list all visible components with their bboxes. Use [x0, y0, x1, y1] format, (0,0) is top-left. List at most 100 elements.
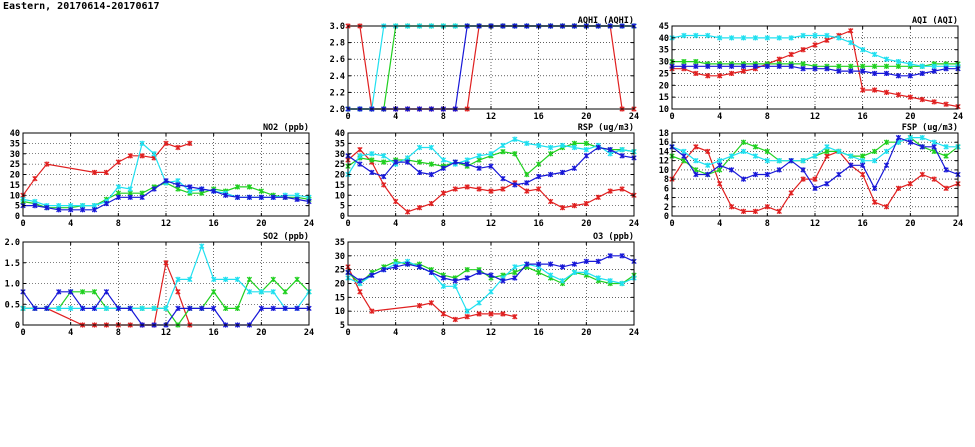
y-tick-label: 45 — [659, 22, 669, 32]
data-point — [728, 63, 735, 69]
x-tick-label: 20 — [905, 112, 915, 122]
data-point — [536, 173, 542, 180]
data-point — [871, 185, 878, 191]
data-point — [943, 153, 949, 159]
data-point — [764, 204, 770, 210]
x-tick-label: 12 — [486, 328, 496, 338]
x-tick-label: 4 — [717, 219, 722, 229]
data-point — [860, 63, 866, 69]
data-point — [151, 151, 157, 157]
data-point — [44, 161, 50, 167]
data-point — [512, 275, 518, 281]
data-point — [488, 151, 494, 157]
data-point — [282, 194, 288, 200]
y-tick-label: 0.5 — [5, 300, 20, 310]
data-point — [428, 161, 435, 167]
data-point — [258, 305, 264, 312]
data-point — [800, 158, 806, 164]
data-point — [199, 186, 205, 192]
data-point — [127, 186, 133, 192]
data-point — [547, 261, 554, 267]
data-point — [488, 289, 494, 295]
x-tick-label: 20 — [581, 328, 591, 338]
data-point — [824, 32, 830, 39]
x-tick-label: 8 — [765, 112, 770, 122]
data-point — [848, 153, 854, 159]
data-point — [705, 32, 711, 39]
y-tick-label: 16 — [659, 138, 669, 148]
data-point — [547, 144, 554, 151]
data-point — [512, 314, 518, 320]
data-point — [693, 70, 699, 77]
data-point — [270, 276, 276, 283]
data-point — [728, 35, 735, 41]
data-point — [800, 176, 806, 182]
data-point — [103, 200, 110, 207]
x-tick-label: 20 — [581, 112, 591, 122]
data-point — [357, 161, 363, 167]
data-point — [357, 278, 363, 284]
data-point — [258, 194, 264, 200]
data-point — [571, 269, 578, 276]
chart-o3: 0 4 8 12 16 20 24 5 10 15 20 25 30 35 O3 (ppb) — [335, 232, 639, 338]
data-point — [536, 261, 542, 267]
data-point — [907, 94, 913, 100]
data-point — [56, 305, 62, 312]
x-tick-label: 16 — [534, 112, 544, 122]
data-point — [464, 308, 470, 314]
x-tick-label: 0 — [669, 219, 674, 229]
data-point — [693, 32, 699, 39]
data-point — [705, 73, 711, 79]
data-point — [883, 56, 890, 62]
x-tick-label: 12 — [486, 112, 496, 122]
series-cyan-line — [347, 260, 635, 313]
data-point — [571, 165, 578, 171]
data-point — [583, 153, 589, 159]
data-point — [764, 158, 770, 164]
x-tick-label: 24 — [953, 112, 963, 122]
data-point — [91, 169, 98, 176]
data-point — [907, 181, 913, 187]
data-point — [440, 283, 446, 289]
data-point — [440, 190, 446, 196]
data-point — [728, 167, 735, 173]
data-point — [583, 200, 589, 207]
data-point — [488, 311, 494, 317]
data-point — [282, 305, 288, 312]
data-point — [139, 305, 145, 312]
data-point — [416, 205, 423, 211]
data-point — [416, 159, 423, 165]
data-point — [812, 42, 818, 48]
data-point — [752, 63, 759, 69]
x-tick-label: 8 — [441, 328, 446, 338]
data-point — [56, 207, 62, 213]
y-tick-label: 18 — [659, 129, 669, 139]
y-tick-label: 25 — [335, 160, 345, 170]
data-point — [619, 146, 625, 153]
data-point — [740, 208, 747, 215]
x-tick-label: 8 — [765, 219, 770, 229]
data-point — [524, 171, 530, 178]
x-tick-label: 8 — [116, 328, 121, 338]
data-point — [163, 178, 169, 184]
data-point — [428, 269, 435, 276]
data-point — [860, 47, 866, 53]
data-point — [68, 207, 74, 213]
x-tick-label: 20 — [905, 219, 915, 229]
data-point — [595, 144, 601, 151]
data-point — [222, 305, 229, 312]
data-point — [871, 63, 878, 69]
y-tick-label: 35 — [10, 139, 20, 149]
data-point — [258, 188, 264, 194]
x-tick-label: 8 — [441, 112, 446, 122]
x-tick-label: 20 — [256, 219, 266, 229]
x-tick-label: 0 — [345, 112, 350, 122]
data-point — [607, 278, 613, 284]
data-point — [764, 35, 770, 41]
y-tick-label: 40 — [659, 34, 669, 44]
data-point — [895, 58, 902, 65]
x-tick-label: 12 — [810, 219, 820, 229]
data-point — [800, 66, 806, 72]
y-tick-label: 15 — [335, 181, 345, 191]
